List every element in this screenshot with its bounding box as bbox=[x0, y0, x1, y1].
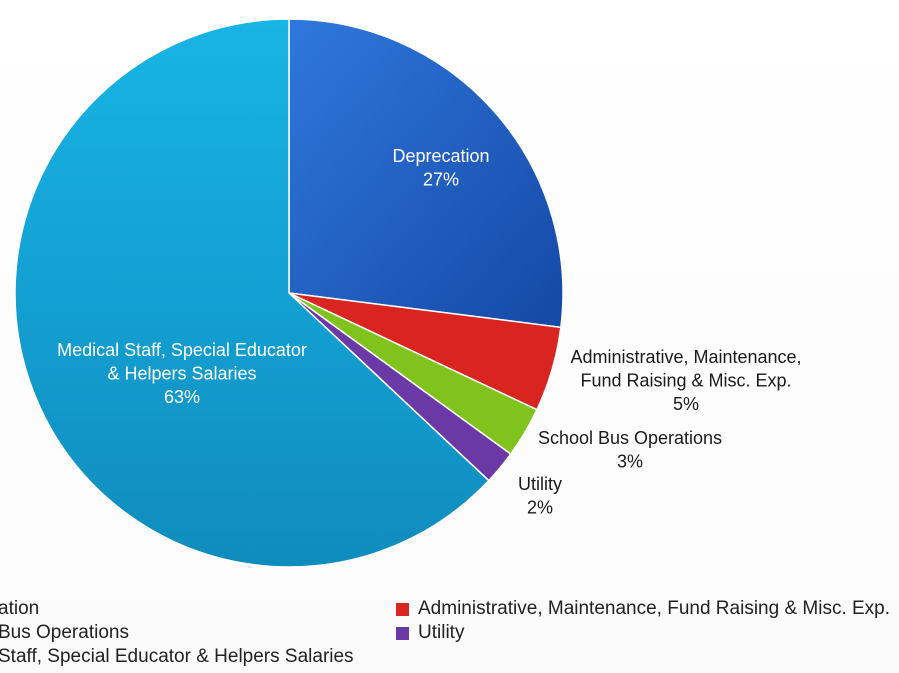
legend-item-utility: Utility bbox=[396, 621, 890, 645]
data-label-school-bus-operations: School Bus Operations 3% bbox=[538, 428, 722, 471]
legend-item-administrative: Administrative, Maintenance, Fund Raisin… bbox=[396, 597, 890, 621]
legend-label-school-bus: Bus Operations bbox=[0, 622, 129, 643]
legend-swatch-utility bbox=[396, 626, 409, 640]
legend-swatch-administrative bbox=[396, 602, 409, 616]
legend-item-medical-staff: Staff, Special Educator & Helpers Salari… bbox=[0, 645, 354, 669]
data-label-medical-staff-special-educator-helpers-salaries: Medical Staff, Special Educator & Helpers… bbox=[57, 340, 307, 407]
data-label-deprecation: Deprecation 27% bbox=[392, 146, 489, 189]
legend-right-column: Administrative, Maintenance, Fund Raisin… bbox=[396, 597, 890, 645]
legend-label-utility: Utility bbox=[418, 622, 465, 643]
legend-item-school-bus: Bus Operations bbox=[0, 621, 354, 645]
legend-item-deprecation: ation bbox=[0, 597, 354, 621]
data-label-utility: Utility 2% bbox=[518, 474, 562, 517]
legend-left-column: ation Bus Operations Staff, Special Educ… bbox=[0, 597, 354, 669]
legend-label-administrative: Administrative, Maintenance, Fund Raisin… bbox=[418, 598, 891, 619]
legend-label-medical-staff: Staff, Special Educator & Helpers Salari… bbox=[0, 646, 354, 667]
legend-label-deprecation: ation bbox=[0, 598, 40, 619]
data-label-administrative-maintenance-fund-raising-misc-exp: Administrative, Maintenance, Fund Raising… bbox=[570, 347, 801, 414]
pie-slice-medical-staff-special-educator-helpers-salaries bbox=[14, 18, 490, 568]
pie-slice-deprecation bbox=[288, 18, 564, 329]
